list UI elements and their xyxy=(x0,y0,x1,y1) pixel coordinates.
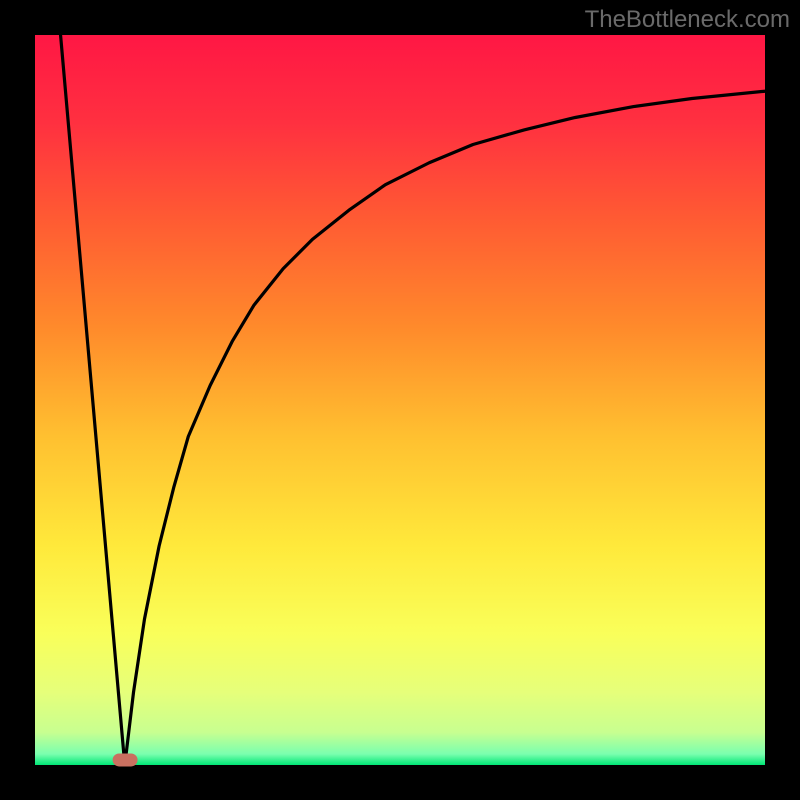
curve-left_line xyxy=(61,35,125,765)
plot-area xyxy=(35,35,765,765)
watermark-text: TheBottleneck.com xyxy=(585,6,790,34)
curves-layer xyxy=(35,35,765,765)
bottleneck-marker xyxy=(112,753,137,766)
curve-right_curve xyxy=(125,91,765,765)
chart-container: TheBottleneck.com xyxy=(0,0,800,800)
